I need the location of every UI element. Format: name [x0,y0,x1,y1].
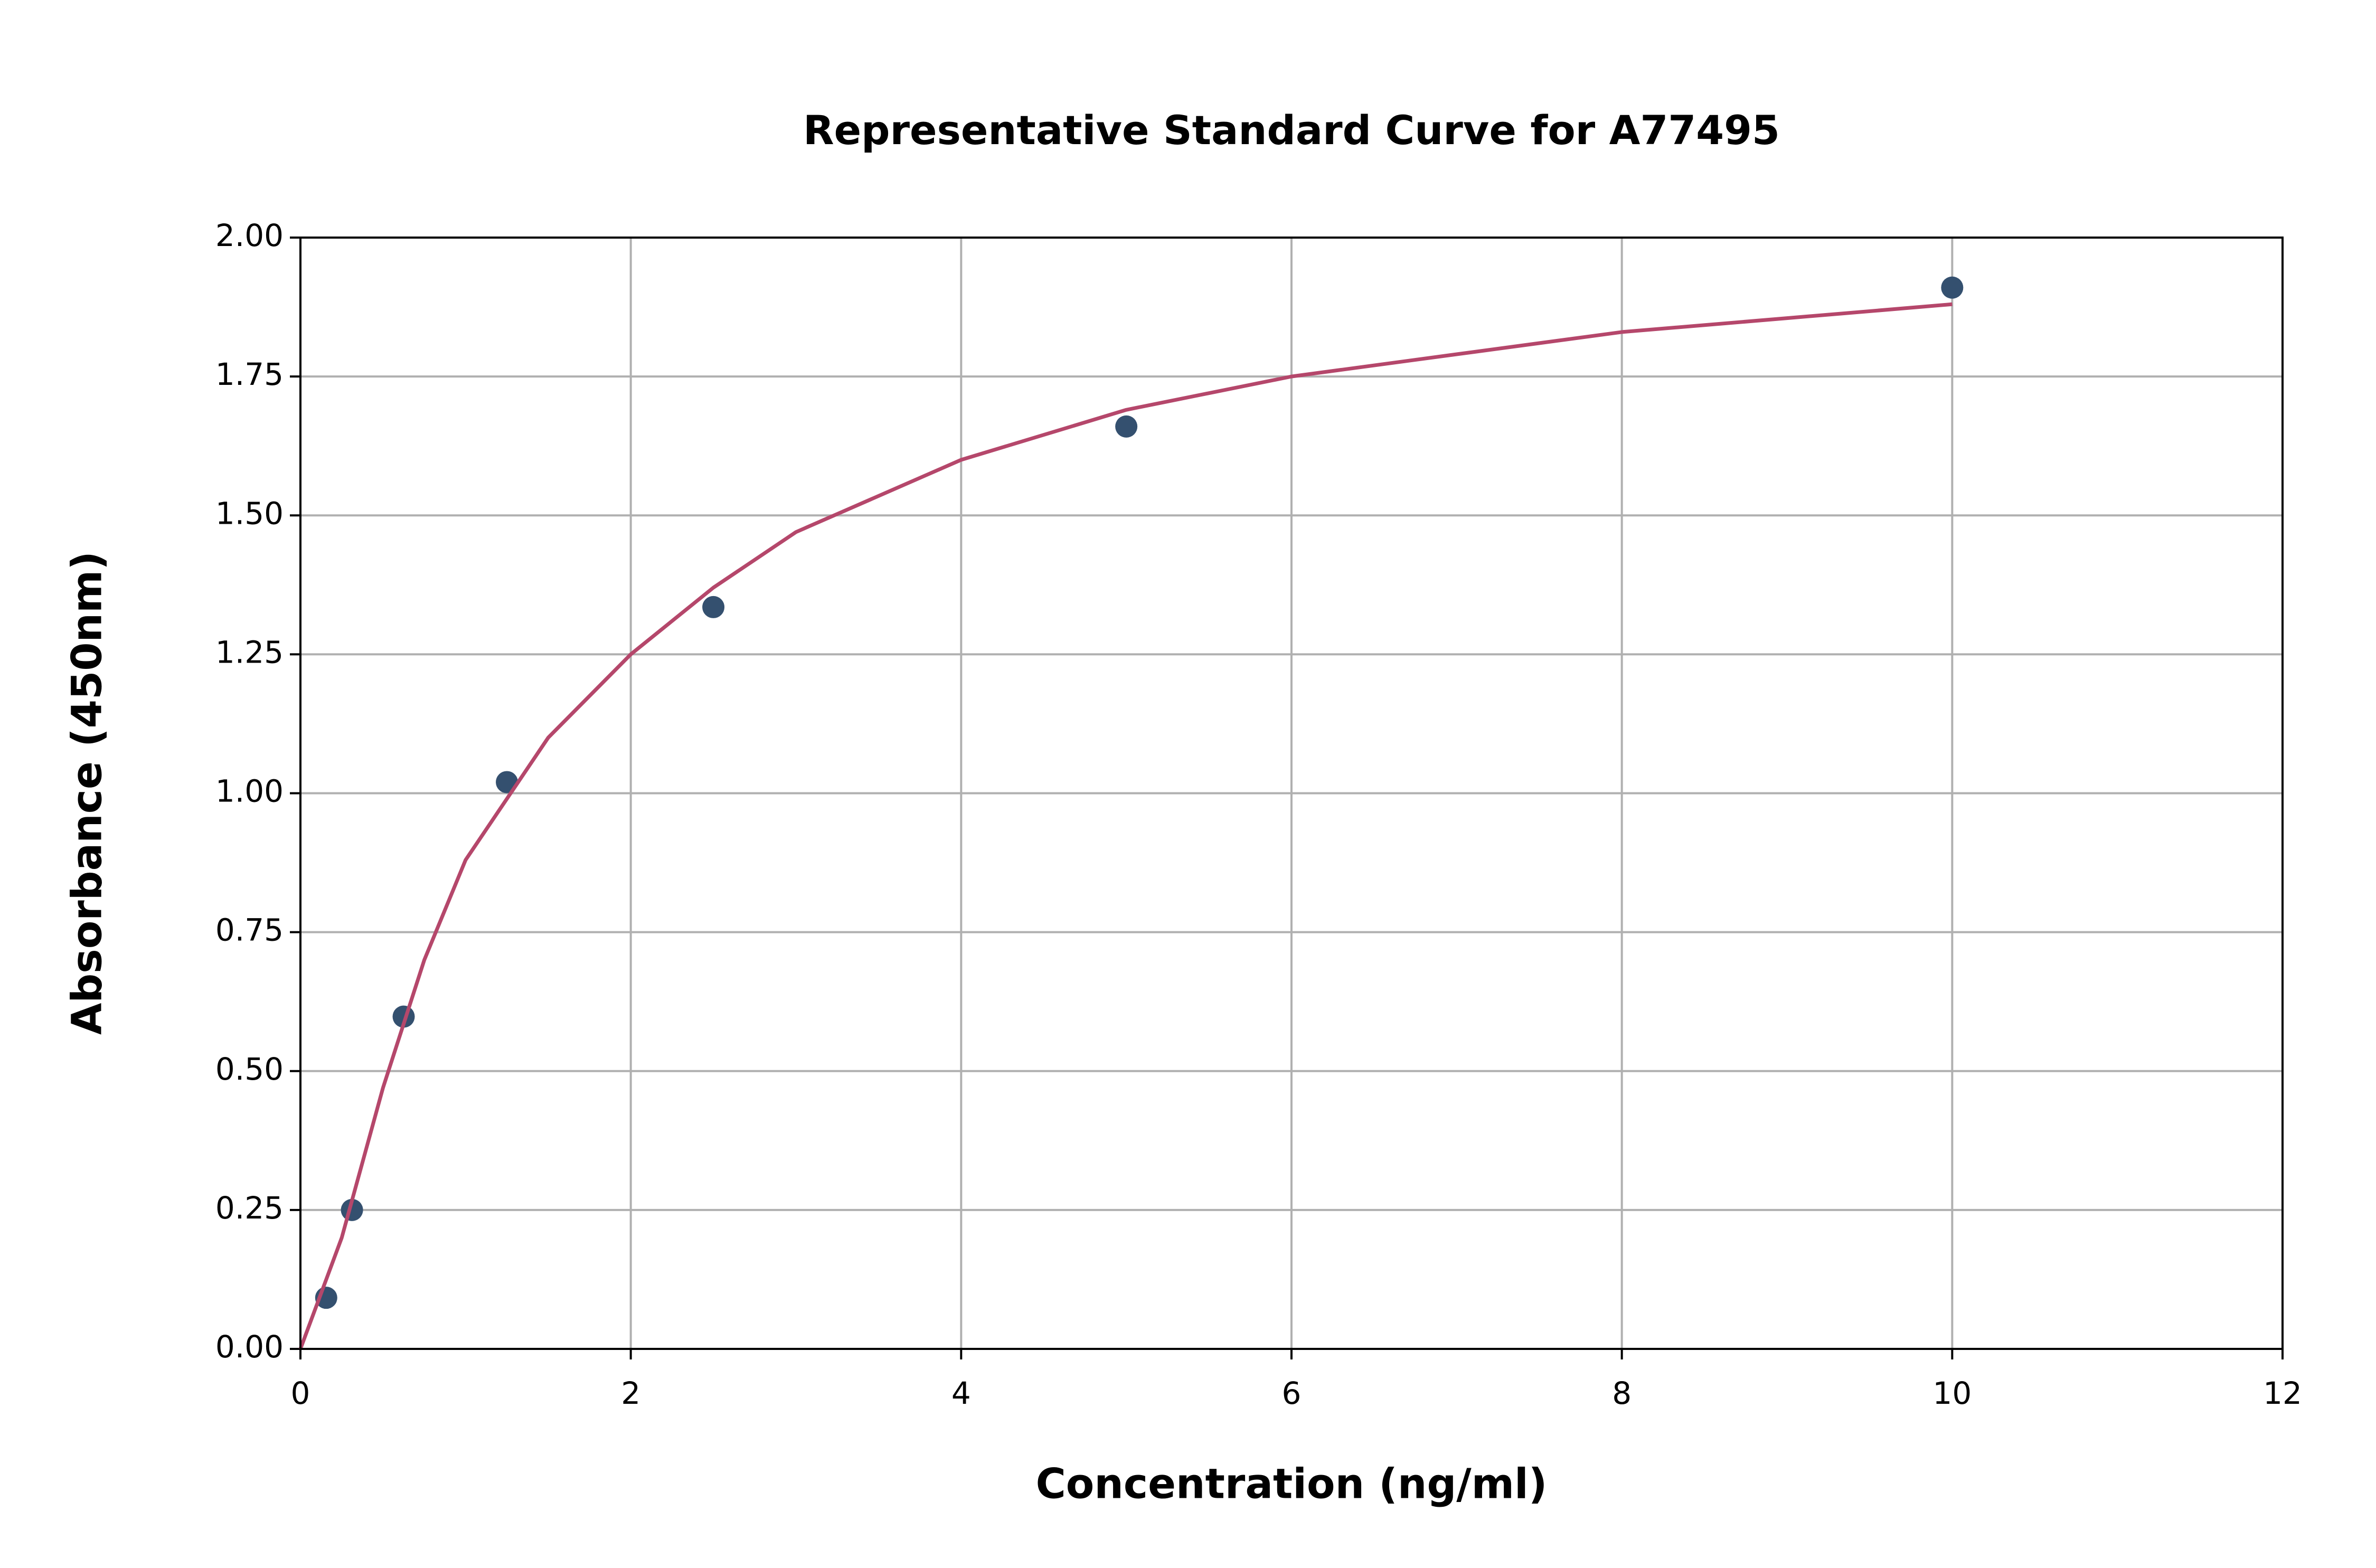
y-tick-label: 1.00 [215,773,284,809]
data-point [1115,415,1138,438]
fit-curve [298,302,1953,1350]
y-tick-label: 1.50 [215,495,284,531]
y-tick-label: 2.00 [215,218,284,253]
chart-title: Representative Standard Curve for A77495 [803,107,1780,154]
y-tick-label: 0.75 [215,912,284,948]
x-tick-label: 6 [1282,1375,1302,1411]
x-tick-label: 8 [1612,1375,1632,1411]
x-axis-label: Concentration (ng/ml) [1036,1460,1548,1508]
x-tick-label: 0 [291,1375,310,1411]
y-axis-label: Absorbance (450nm) [63,551,111,1035]
x-tick-label: 4 [951,1375,971,1411]
y-tick-label: 1.25 [215,634,284,670]
plot-frame [299,237,2284,1350]
y-tick-label: 0.25 [215,1190,284,1226]
y-tick-label: 1.75 [215,356,284,392]
data-point [702,596,725,618]
data-point [1941,276,1964,299]
x-tick-label: 10 [1932,1375,1972,1411]
x-tick-label: 12 [2263,1375,2302,1411]
y-tick-label: 0.00 [215,1329,284,1365]
x-tick-label: 2 [621,1375,640,1411]
y-tick-label: 0.50 [215,1051,284,1087]
